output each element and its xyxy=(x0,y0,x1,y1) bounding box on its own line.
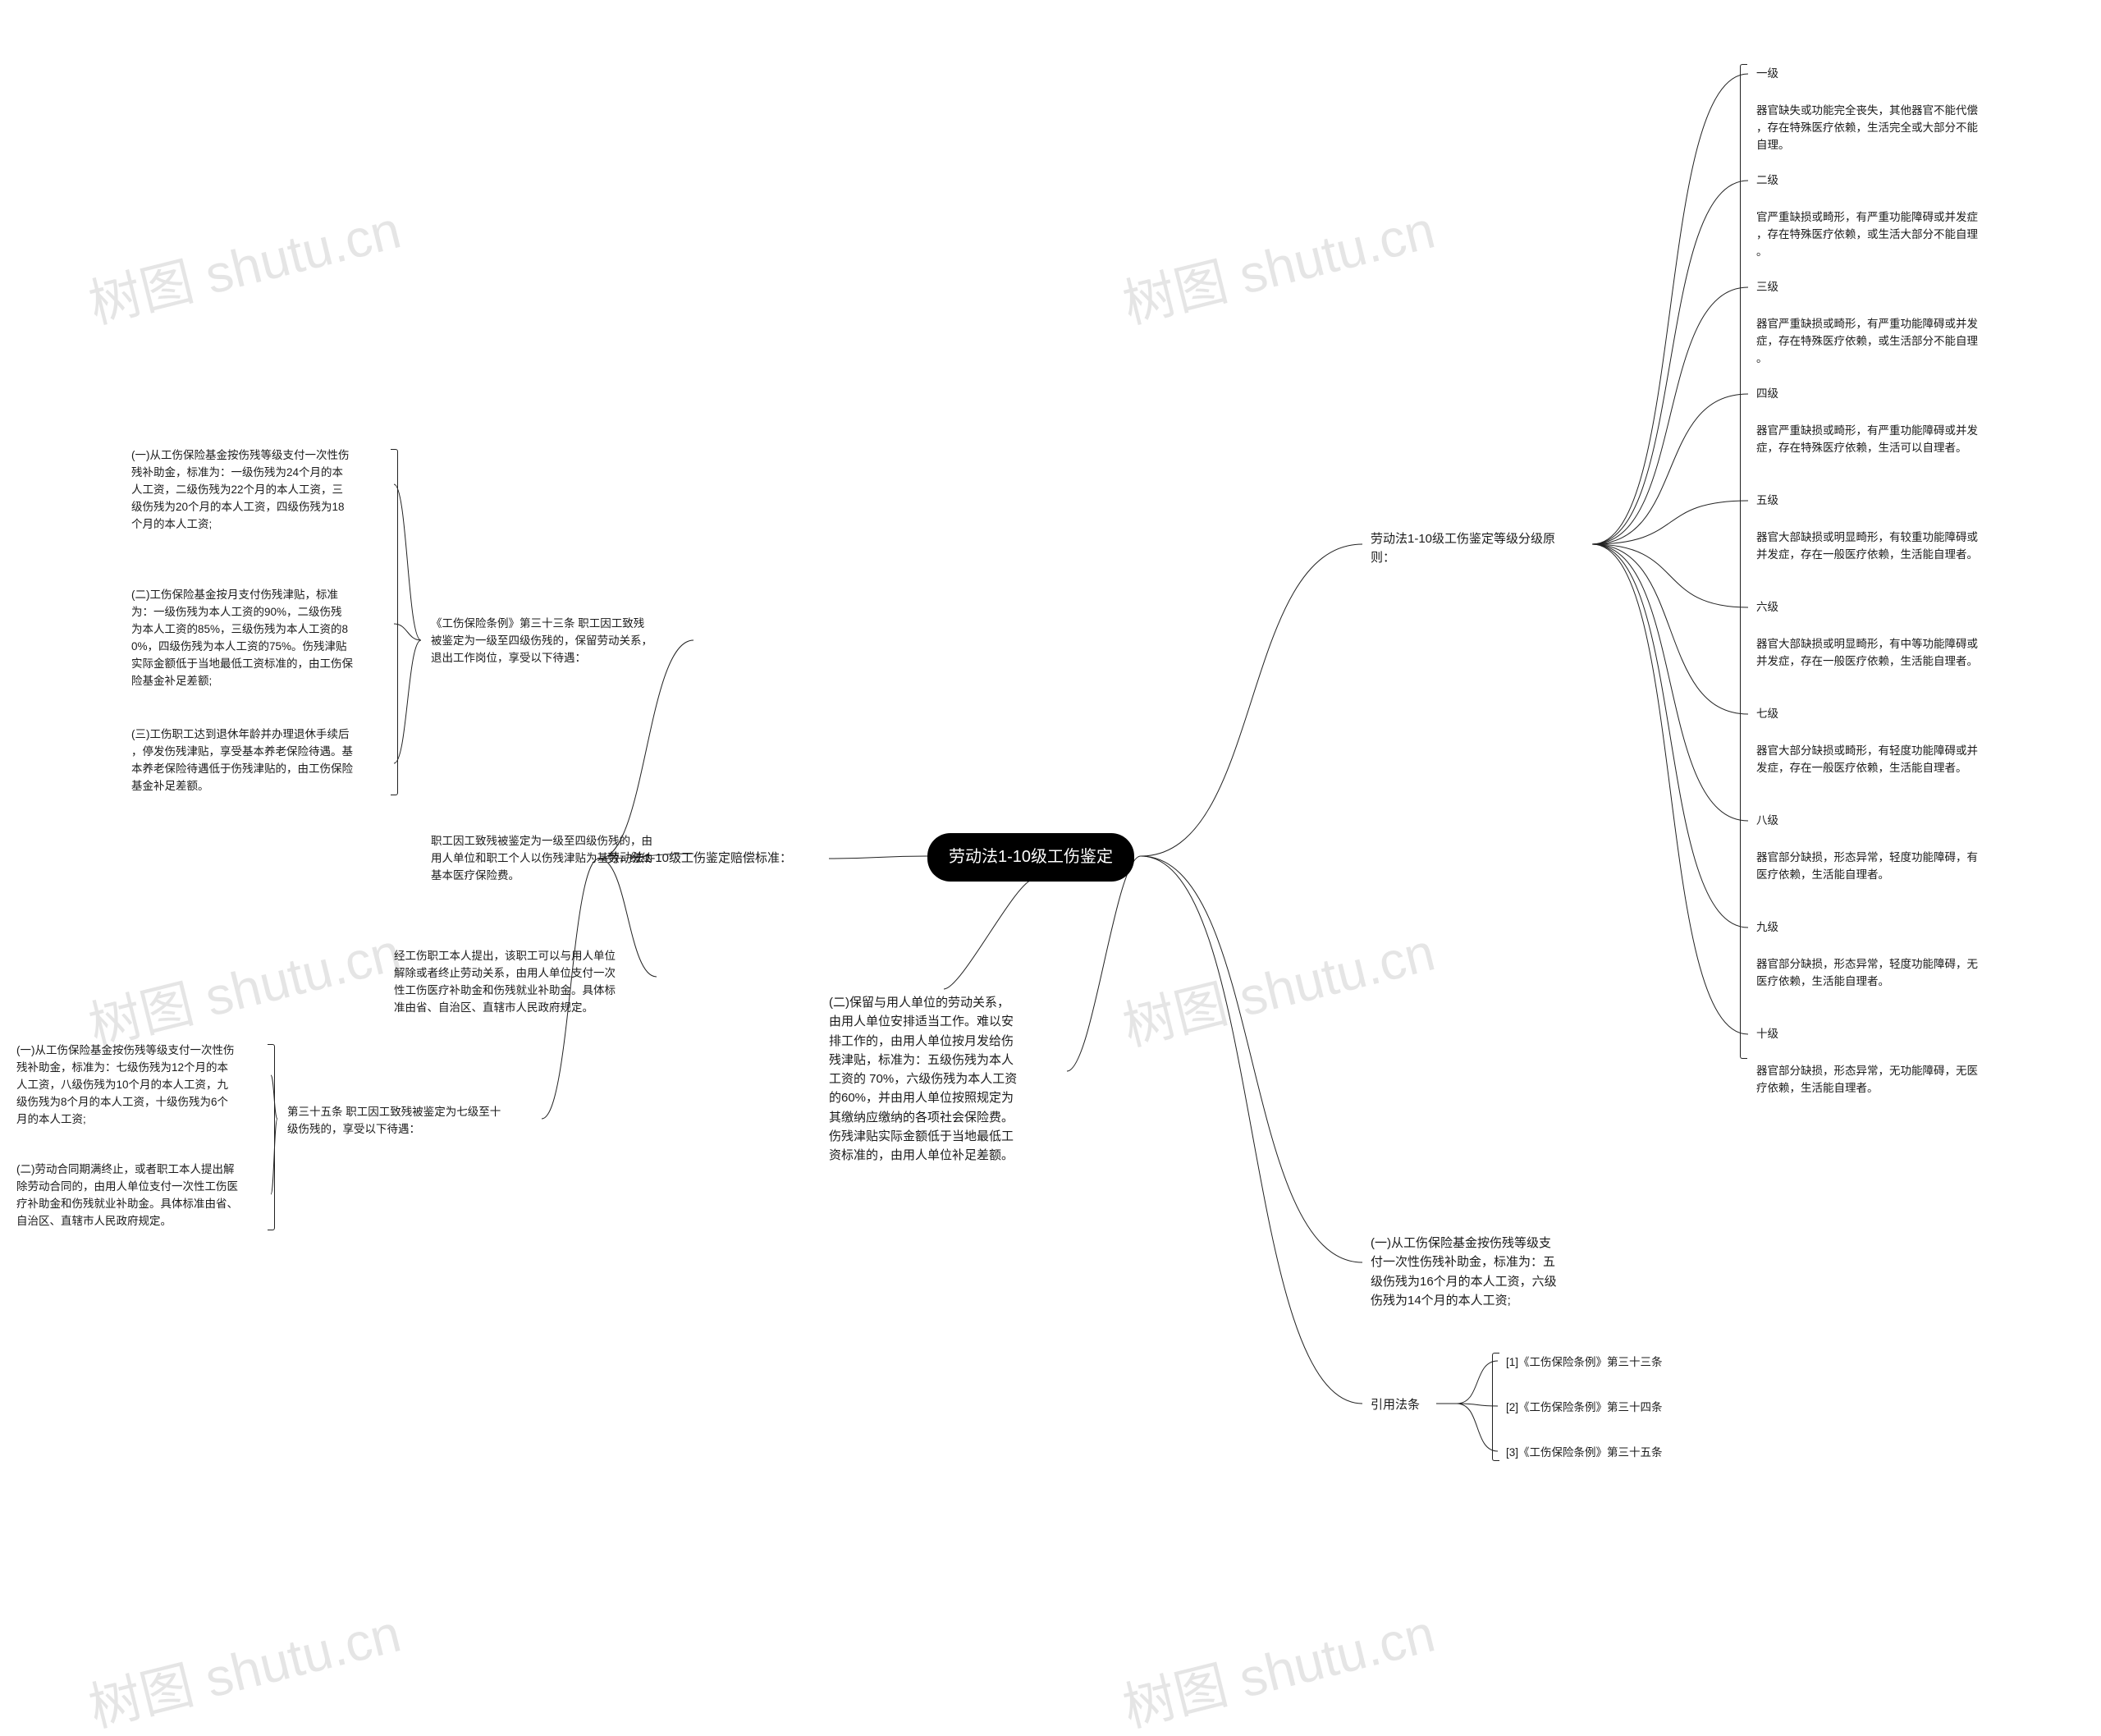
bracket xyxy=(268,1044,275,1230)
leaf-node[interactable]: (一)从工伤保险基金按伤残等级支付一次性伤 残补助金，标准为：七级伤残为12个月… xyxy=(16,1042,263,1129)
level-label[interactable]: 七级 xyxy=(1756,706,1838,723)
bracket xyxy=(1740,64,1747,1059)
watermark: 树图 shutu.cn xyxy=(80,910,407,1060)
watermark: 树图 shutu.cn xyxy=(1115,910,1441,1060)
sub-node[interactable]: 经工伤职工本人提出，该职工可以与用人单位 解除或者终止劳动关系，由用人单位支付一… xyxy=(394,948,648,1017)
branch-node[interactable]: (一)从工伤保险基金按伤残等级支 付一次性伤残补助金，标准为：五 级伤残为16个… xyxy=(1371,1234,1584,1310)
level-desc: 器官部分缺损，形态异常，轻度功能障碍，有 医疗依赖，生活能自理者。 xyxy=(1756,850,2019,884)
ref-item[interactable]: [3]《工伤保险条例》第三十五条 xyxy=(1506,1445,1719,1462)
watermark: 树图 shutu.cn xyxy=(1115,188,1441,338)
sub-node[interactable]: 第三十五条 职工因工致残被鉴定为七级至十 级伤残的，享受以下待遇： xyxy=(287,1104,533,1138)
branch-node[interactable]: 引用法条 xyxy=(1371,1395,1436,1414)
sub-node[interactable]: 《工伤保险条例》第三十三条 职工因工致残 被鉴定为一级至四级伤残的，保留劳动关系… xyxy=(431,616,685,667)
leaf-node[interactable]: (二)劳动合同期满终止，或者职工本人提出解 除劳动合同的，由用人单位支付一次性工… xyxy=(16,1161,263,1230)
level-desc: 器官大部缺损或明显畸形，有较重功能障碍或 并发症，存在一般医疗依赖，生活能自理者… xyxy=(1756,529,2019,564)
level-label[interactable]: 一级 xyxy=(1756,66,1838,83)
ref-item[interactable]: [1]《工伤保险条例》第三十三条 xyxy=(1506,1354,1719,1372)
branch-node[interactable]: 劳动法1-10级工伤鉴定等级分级原 则： xyxy=(1371,529,1584,568)
level-label[interactable]: 八级 xyxy=(1756,813,1838,830)
ref-item[interactable]: [2]《工伤保险条例》第三十四条 xyxy=(1506,1399,1719,1417)
level-label[interactable]: 十级 xyxy=(1756,1026,1838,1043)
watermark: 树图 shutu.cn xyxy=(80,188,407,338)
level-desc: 器官严重缺损或畸形，有严重功能障碍或并发 症，存在特殊医疗依赖，生活可以自理者。 xyxy=(1756,423,2019,457)
level-label[interactable]: 六级 xyxy=(1756,599,1838,616)
level-desc: 器官大部缺损或明显畸形，有中等功能障碍或 并发症，存在一般医疗依赖，生活能自理者… xyxy=(1756,636,2019,671)
leaf-node[interactable]: (三)工伤职工达到退休年龄并办理退休手续后 ，停发伤残津贴，享受基本养老保险待遇… xyxy=(131,726,386,795)
level-desc: 器官严重缺损或畸形，有严重功能障碍或并发 症，存在特殊医疗依赖，或生活部分不能自… xyxy=(1756,316,2019,368)
level-label[interactable]: 二级 xyxy=(1756,172,1838,190)
leaf-node[interactable]: 职工因工致残被鉴定为一级至四级伤残的，由 用人单位和职工个人以伤残津贴为基数，缴… xyxy=(431,833,685,885)
level-label[interactable]: 五级 xyxy=(1756,492,1838,510)
watermark: 树图 shutu.cn xyxy=(80,1592,407,1736)
leaf-node[interactable]: (二)工伤保险基金按月支付伤残津贴，标准 为：一级伤残为本人工资的90%，二级伤… xyxy=(131,587,386,690)
watermark: 树图 shutu.cn xyxy=(1115,1592,1441,1736)
bracket xyxy=(1492,1353,1499,1461)
level-desc: 器官大部分缺损或畸形，有轻度功能障碍或并 发症，存在一般医疗依赖，生活能自理者。 xyxy=(1756,743,2019,777)
level-desc: 器官缺失或功能完全丧失，其他器官不能代偿 ，存在特殊医疗依赖，生活完全或大部分不… xyxy=(1756,103,2019,154)
level-label[interactable]: 三级 xyxy=(1756,279,1838,296)
level-desc: 器官部分缺损，形态异常，无功能障碍，无医 疗依赖，生活能自理者。 xyxy=(1756,1063,2019,1097)
bracket xyxy=(391,449,398,795)
level-label[interactable]: 四级 xyxy=(1756,386,1838,403)
level-desc: 官严重缺损或畸形，有严重功能障碍或并发症 ，存在特殊医疗依赖，或生活大部分不能自… xyxy=(1756,209,2019,261)
level-desc: 器官部分缺损，形态异常，轻度功能障碍，无 医疗依赖，生活能自理者。 xyxy=(1756,956,2019,991)
leaf-node[interactable]: (一)从工伤保险基金按伤残等级支付一次性伤 残补助金，标准为：一级伤残为24个月… xyxy=(131,447,386,534)
root-node[interactable]: 劳动法1-10级工伤鉴定 xyxy=(927,833,1134,882)
branch-node[interactable]: (二)保留与用人单位的劳动关系， 由用人单位安排适当工作。难以安 排工作的，由用… xyxy=(829,993,1059,1165)
level-label[interactable]: 九级 xyxy=(1756,919,1838,937)
